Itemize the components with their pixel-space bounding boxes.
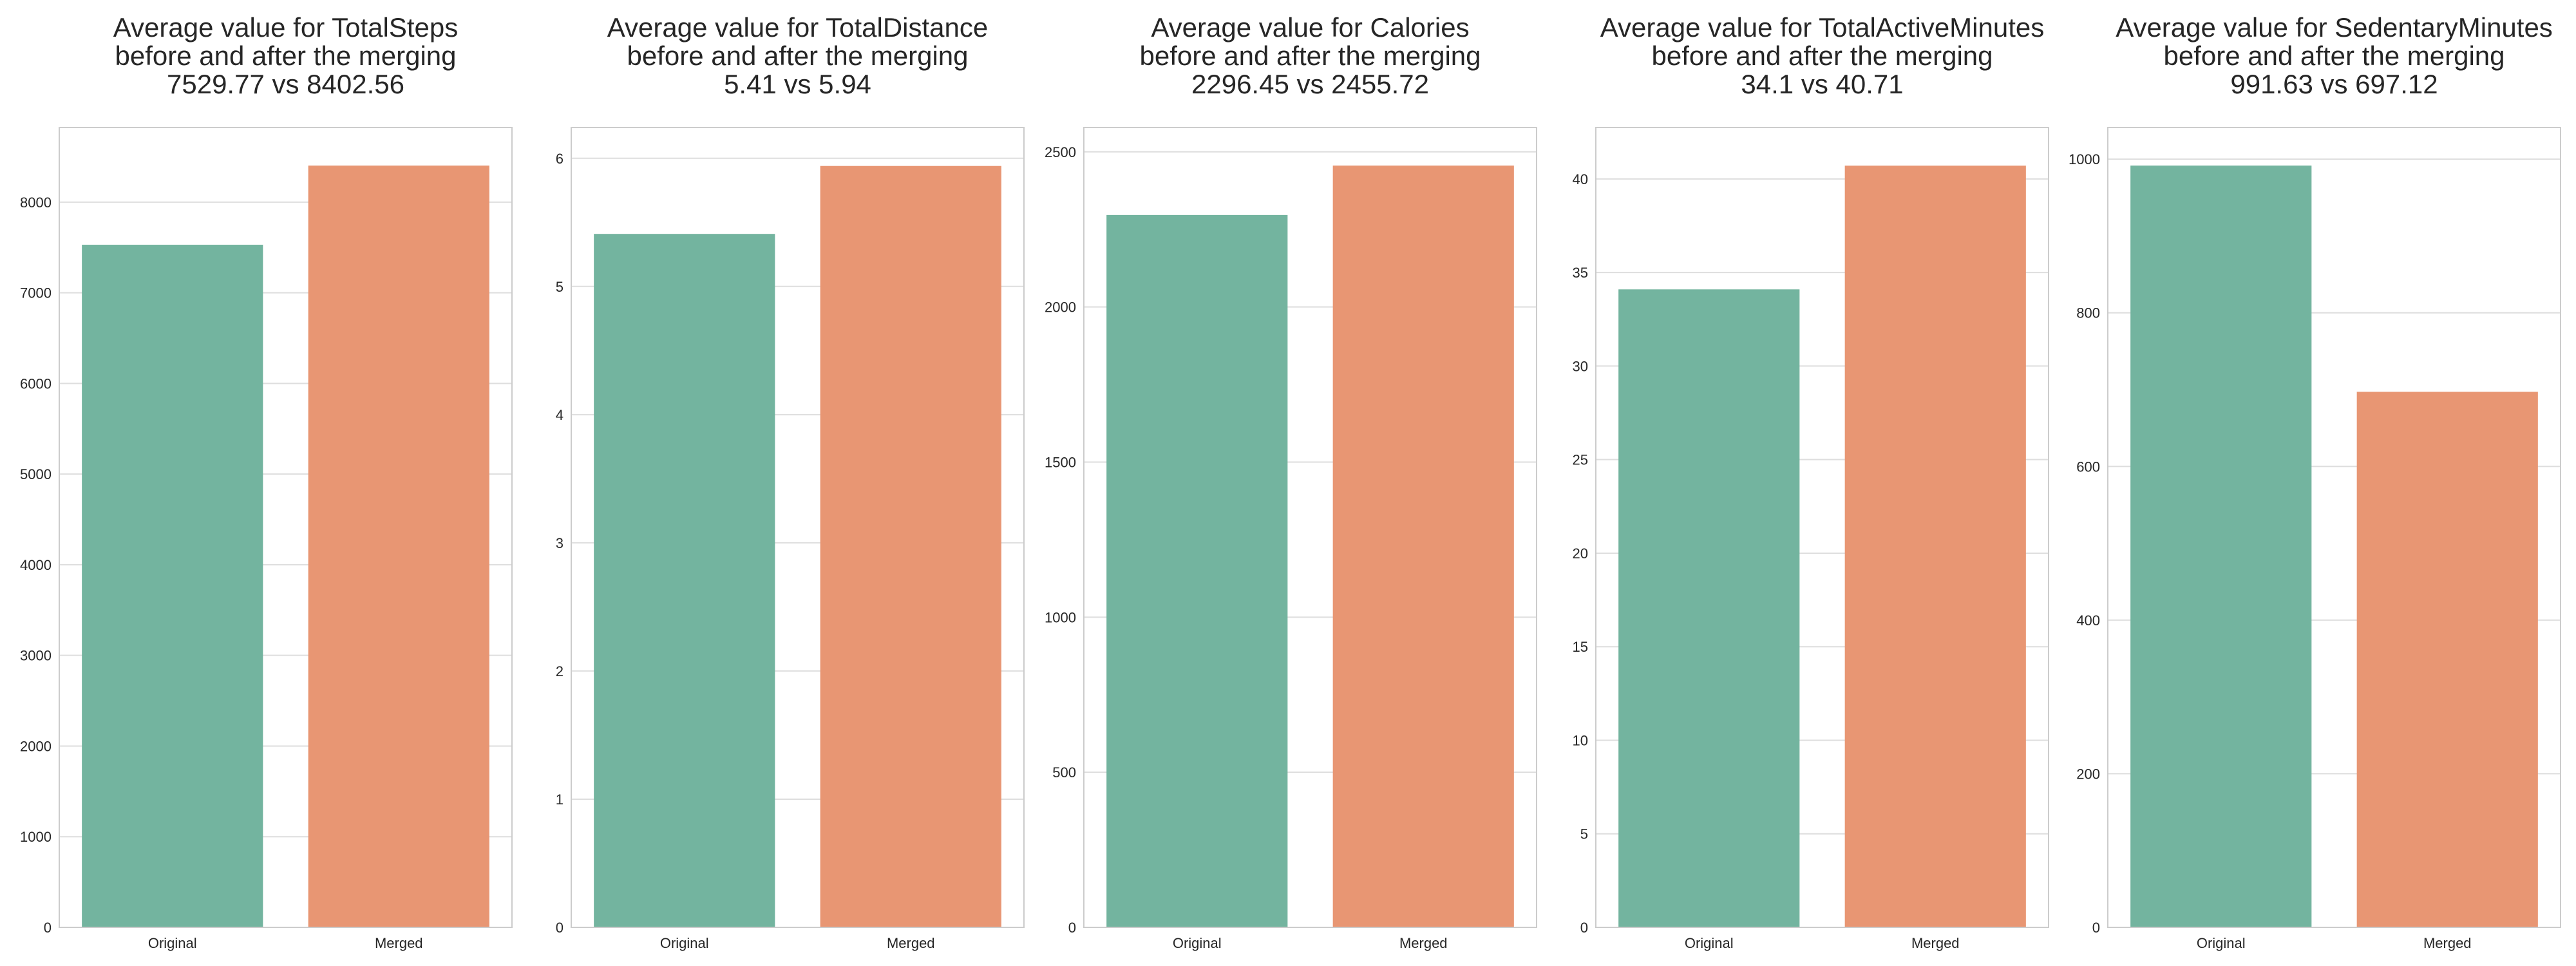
y-tick-label: 1: [556, 791, 564, 808]
y-tick-label: 500: [1052, 764, 1076, 781]
chart-panel-2: 0 1 2 3 4 5 6 Original Merged Average value for T…: [556, 12, 1025, 951]
chart-title-line: Average value for TotalSteps: [113, 12, 458, 43]
y-tick-label: 35: [1573, 265, 1588, 281]
y-tick-label: 4000: [20, 557, 52, 573]
y-tick-label: 0: [556, 920, 564, 936]
y-tick-label: 3000: [20, 648, 52, 664]
bar-original: [1618, 289, 1800, 927]
chart-title-line: Average value for TotalActiveMinutes: [1600, 12, 2045, 43]
chart-title-line: 5.41 vs 5.94: [724, 69, 871, 99]
y-tick-label: 6: [556, 151, 564, 167]
x-category-label: Original: [2197, 935, 2246, 951]
y-tick-label: 0: [1580, 920, 1588, 936]
chart-title-line: 34.1 vs 40.71: [1741, 69, 1903, 99]
chart-panel-1: 0 1000 2000 3000 4000 5000 6000 7000 8000 Origina…: [20, 12, 513, 951]
y-tick-label: 30: [1573, 358, 1588, 374]
y-tick-label: 6000: [20, 375, 52, 392]
plot-frame: [2107, 127, 2561, 928]
chart-panel-5: 0 200 400 600 800 1000 Original Merged Average v…: [2069, 12, 2561, 951]
y-tick-label: 2: [556, 663, 564, 679]
y-tick-label: 5000: [20, 466, 52, 482]
bar-merged: [308, 166, 489, 928]
y-tick-label: 0: [44, 920, 52, 936]
bar-original: [1106, 214, 1288, 927]
chart-title-line: Average value for TotalDistance: [607, 12, 988, 43]
y-tick-label: 1500: [1045, 454, 1076, 470]
y-tick-label: 2000: [1045, 299, 1076, 316]
plot-frame: [1595, 127, 2049, 928]
chart-title-line: 2296.45 vs 2455.72: [1191, 69, 1429, 99]
bar-merged: [820, 166, 1001, 927]
chart-title-line: 7529.77 vs 8402.56: [167, 69, 404, 99]
x-category-label: Merged: [1911, 935, 1960, 951]
x-category-label: Merged: [887, 935, 935, 951]
y-tick-label: 40: [1573, 171, 1588, 187]
chart-title-line: Average value for Calories: [1151, 12, 1469, 43]
x-category-label: Merged: [2423, 935, 2472, 951]
y-tick-label: 0: [2092, 920, 2100, 936]
y-tick-label: 4: [556, 407, 564, 423]
chart-title-line: before and after the merging: [627, 41, 968, 71]
x-category-label: Merged: [1399, 935, 1448, 951]
y-tick-label: 5: [556, 279, 564, 295]
x-category-label: Original: [148, 935, 197, 951]
bar-original: [82, 245, 263, 927]
y-tick-label: 1000: [2069, 151, 2100, 167]
y-tick-label: 800: [2076, 305, 2100, 321]
chart-title-line: before and after the merging: [1139, 41, 1481, 71]
x-category-label: Original: [1685, 935, 1734, 951]
y-tick-label: 2500: [1045, 144, 1076, 160]
y-tick-label: 1000: [1045, 609, 1076, 625]
y-tick-label: 400: [2076, 612, 2100, 629]
bar-original: [594, 234, 775, 928]
bar-original: [2130, 166, 2312, 928]
y-tick-label: 2000: [20, 738, 52, 754]
y-tick-label: 10: [1573, 732, 1588, 748]
y-tick-label: 5: [1580, 826, 1588, 842]
chart-title-line: 991.63 vs 697.12: [2230, 69, 2438, 99]
y-tick-label: 15: [1573, 639, 1588, 655]
chart-title-line: before and after the merging: [115, 41, 456, 71]
y-tick-label: 3: [556, 535, 564, 551]
y-tick-label: 20: [1573, 545, 1588, 562]
y-tick-label: 25: [1573, 452, 1588, 468]
y-tick-label: 7000: [20, 285, 52, 301]
x-category-label: Original: [1173, 935, 1222, 951]
x-category-label: Original: [660, 935, 709, 951]
chart-panel-3: 0 500 1000 1500 2000 2500 Original Merged Averag…: [1045, 12, 1537, 951]
plot-frame: [571, 127, 1025, 928]
chart-title-line: before and after the merging: [2163, 41, 2505, 71]
chart-title-line: Average value for SedentaryMinutes: [2116, 12, 2553, 43]
y-tick-label: 8000: [20, 194, 52, 211]
bar-merged: [2356, 392, 2538, 927]
x-category-label: Merged: [375, 935, 423, 951]
y-tick-label: 0: [1068, 920, 1076, 936]
plot-frame: [59, 127, 513, 928]
y-tick-label: 200: [2076, 766, 2100, 782]
bar-merged: [1844, 166, 2026, 928]
chart-title-line: before and after the merging: [1651, 41, 1993, 71]
plot-frame: [1083, 127, 1537, 928]
chart-panel-4: 0 5 10 15 20 25 30 35 40 Original Merged Average va…: [1573, 12, 2049, 951]
y-tick-label: 1000: [20, 829, 52, 845]
y-tick-label: 600: [2076, 459, 2100, 475]
bar-merged: [1332, 166, 1514, 927]
